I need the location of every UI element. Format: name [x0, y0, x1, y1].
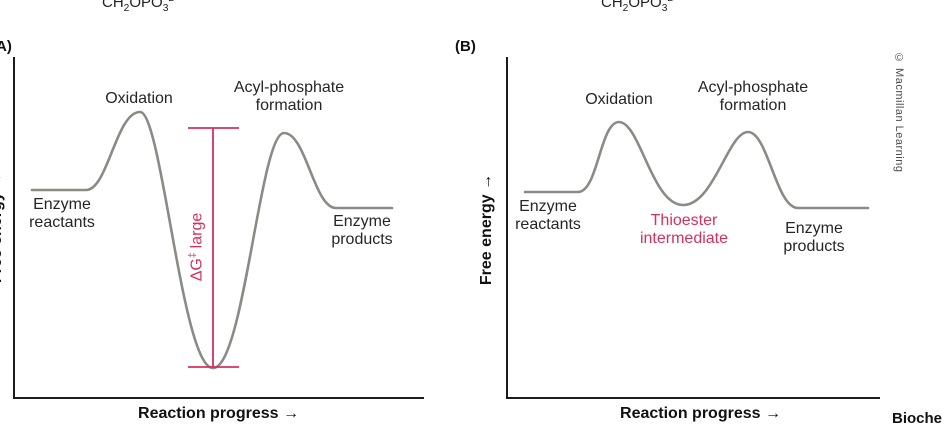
y-axis-label-text: Free energy: [478, 194, 495, 286]
caption-fragment: Bioche: [892, 410, 943, 427]
label-line: reactants: [515, 216, 581, 233]
formula-subscript: 3: [162, 3, 169, 14]
panel-b-axes: [506, 57, 880, 399]
panel-b-peak1-label: Oxidation: [585, 91, 653, 108]
energy-curve-b: [523, 120, 870, 210]
panel-b-products-label: Enzyme products: [783, 220, 844, 256]
label-line: Enzyme: [785, 220, 843, 237]
label-line: Acyl-phosphate: [233, 79, 345, 96]
label-line: reactants: [29, 214, 95, 231]
delta-g-large-annotation: ΔG‡ large: [187, 213, 206, 282]
delta-g-suffix: large: [188, 212, 206, 249]
label-line: Thioester: [650, 212, 718, 229]
panel-a-reactants-label: Enzyme reactants: [29, 196, 95, 232]
right-arrow-glyph: →: [764, 405, 781, 422]
formula-text: OPO: [628, 0, 662, 11]
y-axis-label-text: Free energy: [0, 192, 5, 284]
label-line: formation: [719, 97, 787, 114]
formula-superscript: 2−: [667, 0, 679, 4]
panel-a-y-axis-label: Free energy →: [0, 173, 6, 283]
panel-b-thioester-label: Thioester intermediate: [640, 212, 728, 248]
label-line: products: [783, 238, 845, 255]
formula-subscript: 2: [123, 3, 130, 14]
panel-a-axes: [13, 57, 424, 399]
formula-subscript: 2: [622, 3, 629, 14]
label-line: Enzyme: [33, 196, 91, 213]
right-arrow-glyph: →: [478, 174, 495, 190]
label-line: Acyl-phosphate: [697, 79, 809, 96]
panel-a-peak1-label: Oxidation: [105, 90, 173, 107]
panel-b-y-axis-label: Free energy →: [478, 175, 496, 285]
x-axis-label-text: Reaction progress: [138, 405, 279, 422]
formula-subscript: 3: [661, 3, 668, 14]
panel-a-x-axis-label: Reaction progress →: [138, 405, 299, 423]
panel-a-products-label: Enzyme products: [331, 213, 392, 249]
publisher-credit: © Macmillan Learning: [893, 52, 905, 173]
formula-superscript: 2−: [168, 0, 180, 4]
label-line: intermediate: [639, 230, 729, 247]
label-line: Enzyme: [333, 213, 391, 230]
panel-b-tag: (B): [455, 38, 476, 55]
double-dagger-symbol: ‡: [187, 252, 199, 259]
delta-g-annotation-lines: [188, 127, 239, 368]
panel-b-peak2-label: Acyl-phosphate formation: [698, 79, 808, 115]
panel-a-peak2-label: Acyl-phosphate formation: [234, 79, 344, 115]
formula-ch2opo3-b: CH2OPO32−: [601, 0, 679, 14]
label-line: formation: [255, 97, 323, 114]
formula-text: CH: [102, 0, 124, 11]
delta-g-symbol: ΔG: [188, 258, 206, 282]
label-line: Enzyme: [519, 198, 577, 215]
right-arrow-glyph: →: [282, 405, 299, 422]
right-arrow-glyph: →: [0, 173, 5, 188]
label-line: products: [331, 231, 393, 248]
panel-b-reactants-label: Enzyme reactants: [515, 198, 581, 234]
panel-b-x-axis-label: Reaction progress →: [620, 405, 781, 423]
formula-text: CH: [601, 0, 623, 11]
energy-curve-a: [30, 110, 394, 370]
formula-text: OPO: [129, 0, 163, 11]
x-axis-label-text: Reaction progress: [620, 405, 761, 422]
formula-ch2opo3-a: CH2OPO32−: [102, 0, 180, 14]
panel-a-tag: (A): [0, 38, 12, 55]
